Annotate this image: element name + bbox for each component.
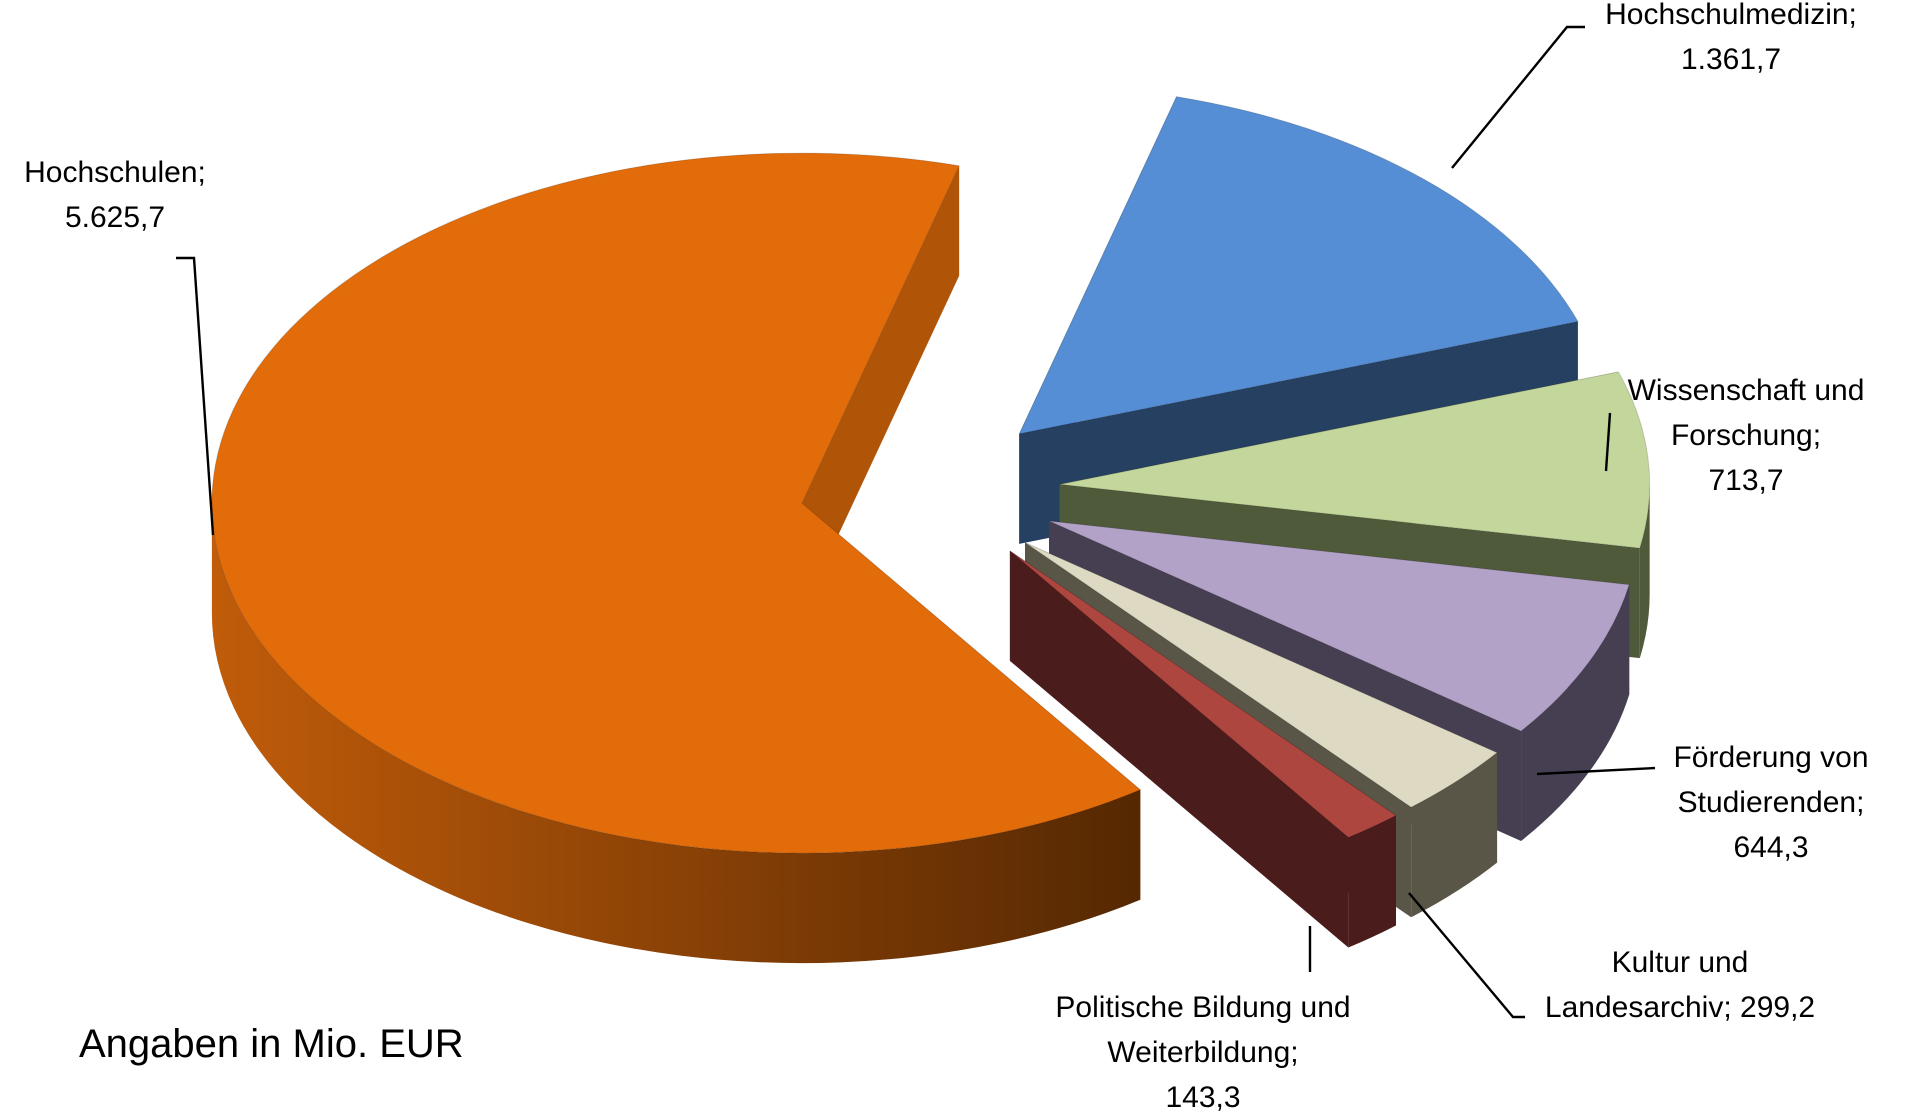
slice-top — [1059, 371, 1651, 549]
pie-slice — [211, 152, 1142, 964]
slice-side — [1411, 752, 1498, 918]
annotation: Angaben in Mio. EUR — [79, 1022, 464, 1066]
slice-side — [211, 503, 1141, 964]
data-label: Politische Bildung und Weiterbildung; 14… — [1013, 985, 1393, 1120]
slice-top — [1009, 550, 1397, 839]
category-label: Förderung von Studierenden; — [1673, 741, 1869, 819]
slice-cut-face — [801, 165, 960, 614]
leader-line — [1536, 766, 1656, 776]
value-label: 299,2 — [1740, 991, 1816, 1024]
data-label: Wissenschaft und Forschung; 713,7 — [1596, 368, 1896, 503]
leader-line — [176, 256, 215, 536]
data-label: Hochschulmedizin; 1.361,7 — [1571, 0, 1891, 82]
leader-line — [1451, 25, 1585, 169]
value-label: 1.361,7 — [1680, 43, 1782, 76]
category-label: Kultur und Landesarchiv; — [1544, 946, 1749, 1024]
slice-cut-face — [1009, 550, 1349, 948]
slice-side — [1521, 584, 1630, 841]
slice-top — [211, 152, 1142, 854]
slice-top — [1024, 542, 1499, 808]
slice-side — [1639, 484, 1650, 659]
category-label: Politische Bildung und Weiterbildung; — [1055, 991, 1351, 1069]
pie-slice — [1009, 550, 1397, 948]
value-label: 5.625,7 — [64, 201, 166, 234]
value-label: 143,3 — [1165, 1081, 1241, 1114]
leader-line — [1408, 892, 1525, 1019]
data-label: Förderung von Studierenden; 644,3 — [1646, 735, 1896, 870]
data-label: Hochschulen; 5.625,7 — [0, 150, 230, 240]
category-label: Hochschulen; — [24, 156, 206, 189]
slice-top — [1048, 520, 1630, 732]
category-label: Wissenschaft und Forschung; — [1627, 374, 1865, 452]
category-label: Hochschulmedizin; — [1605, 0, 1857, 31]
value-label: 713,7 — [1708, 464, 1784, 497]
leader-line — [1604, 412, 1612, 472]
slice-side — [1348, 815, 1396, 948]
data-label: Kultur und Landesarchiv; 299,2 — [1515, 940, 1845, 1030]
slice-top — [1018, 96, 1579, 435]
value-label: 644,3 — [1733, 831, 1809, 864]
